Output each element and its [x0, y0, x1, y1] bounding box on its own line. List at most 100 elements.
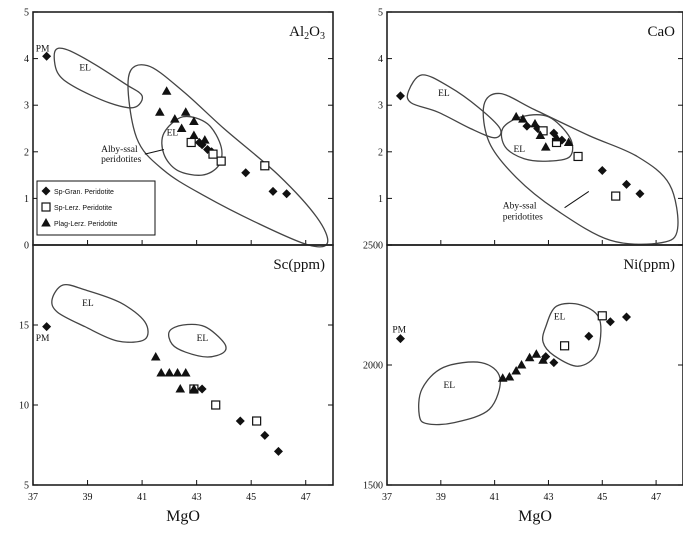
panel-title: CaO — [648, 24, 676, 40]
triangle-marker — [150, 352, 161, 361]
x-tick-label: 41 — [490, 492, 500, 503]
diamond-marker — [597, 165, 607, 175]
annotation-label: EL — [82, 299, 94, 309]
y-tick-label: 4 — [378, 54, 383, 65]
triangle-marker — [156, 368, 166, 377]
x-axis-label: MgO — [166, 508, 200, 525]
legend-label: Sp-Lerz. Peridotite — [54, 205, 112, 212]
square-marker — [252, 416, 262, 426]
field-outline — [500, 114, 574, 162]
field-outline — [418, 361, 501, 426]
triangle-marker — [175, 384, 186, 393]
annotation-label: EL — [444, 381, 456, 391]
y-tick-label: 10 — [19, 401, 29, 412]
legend-diamond-marker — [41, 186, 51, 196]
annotation-label: PM — [36, 45, 50, 55]
field-outline — [167, 323, 227, 358]
diamond-marker — [395, 334, 405, 344]
annotation-label: EL — [167, 128, 179, 138]
legend-triangle-marker — [41, 218, 51, 227]
diamond-marker — [260, 430, 270, 440]
diamond-marker — [268, 186, 278, 196]
legend-label: Sp-Gran. Peridotite — [54, 189, 114, 196]
triangle-marker — [531, 349, 542, 358]
triangle-marker — [551, 132, 562, 142]
y-tick-label: 3 — [378, 101, 383, 112]
plot-frame — [386, 244, 683, 486]
field-outline — [406, 74, 502, 139]
x-axis-label: MgO — [518, 508, 552, 525]
panel-sc: 5 10 15 37 39 41 43 45 47 MgO Sc(ppm) PM EL EL — [19, 244, 334, 525]
square-marker — [211, 400, 221, 410]
triangle-marker — [524, 352, 535, 362]
panel-title: Sc(ppm) — [273, 257, 325, 273]
x-tick-label: 37 — [28, 492, 38, 503]
triangle-marker — [200, 135, 210, 144]
y-tick-label: 2 — [24, 147, 29, 158]
diamond-marker — [584, 331, 594, 341]
field-outline — [53, 47, 144, 109]
diamond-marker — [621, 179, 631, 189]
triangle-marker — [180, 368, 191, 377]
y-tick-label: 2000 — [363, 361, 383, 372]
annotation-label: peridotites — [503, 212, 543, 222]
annotation-label: PM — [392, 326, 406, 336]
triangle-marker — [189, 384, 199, 393]
field-outline — [127, 64, 329, 248]
triangle-marker — [518, 114, 528, 123]
y-tick-label: 1 — [24, 194, 29, 205]
y-tick-label: 5 — [378, 8, 383, 19]
y-tick-label: 3 — [24, 101, 29, 112]
y-tick-label: 2 — [378, 147, 383, 158]
triangle-marker — [170, 114, 180, 123]
leader-arrow — [564, 190, 590, 209]
annotation-label: EL — [79, 63, 91, 73]
y-tick-label: 0 — [24, 241, 29, 252]
square-marker — [597, 311, 607, 321]
chart-panels: 012345Al2O3PMELELAlby-ssalperidotitesSp-… — [19, 8, 683, 525]
annotation-label: peridotites — [101, 155, 141, 165]
y-tick-label: 15 — [19, 321, 29, 332]
x-tick-label: 39 — [436, 492, 446, 503]
square-marker — [186, 137, 196, 148]
diamond-marker — [522, 121, 532, 131]
triangle-marker — [189, 116, 199, 126]
annotation-label: EL — [197, 334, 209, 344]
x-tick-label: 37 — [382, 492, 392, 503]
panel-title: Ni(ppm) — [623, 257, 675, 273]
y-tick-label: 1 — [378, 194, 383, 205]
panel-title: Al2O3 — [289, 24, 325, 42]
y-tick-label: 2500 — [363, 241, 383, 252]
y-tick-label: 5 — [24, 481, 29, 492]
square-marker — [573, 151, 583, 162]
triangle-marker — [535, 130, 546, 139]
x-tick-label: 45 — [597, 492, 607, 503]
square-marker — [216, 156, 226, 166]
x-tick-label: 41 — [137, 492, 147, 503]
field-outline — [482, 92, 679, 245]
y-tick-label: 1500 — [363, 481, 383, 492]
diamond-marker — [273, 446, 283, 456]
diamond-marker — [282, 189, 292, 199]
square-marker — [559, 341, 570, 351]
annotation-label: Aby-ssal — [503, 202, 537, 212]
x-tick-label: 47 — [651, 492, 661, 503]
annotation-label: EL — [513, 145, 525, 155]
leader-arrow — [144, 148, 165, 155]
diamond-marker — [241, 168, 251, 178]
diamond-marker — [549, 358, 559, 368]
triangle-marker — [176, 123, 187, 132]
triangle-marker — [511, 366, 521, 375]
annotation-label: Alby-ssal — [101, 145, 138, 155]
legend: Sp-Gran. Peridotite Sp-Lerz. Peridotite Pl… — [36, 180, 156, 236]
diamond-marker — [395, 91, 405, 101]
triangle-marker — [504, 372, 515, 381]
field-outline — [161, 115, 223, 176]
panel-ni: 1500 2000 2500 37 39 41 43 45 47 MgO Ni(ppm) PM EL EL — [363, 241, 683, 525]
square-marker — [538, 126, 548, 136]
plot-frame — [32, 244, 334, 486]
triangle-marker — [540, 142, 551, 151]
